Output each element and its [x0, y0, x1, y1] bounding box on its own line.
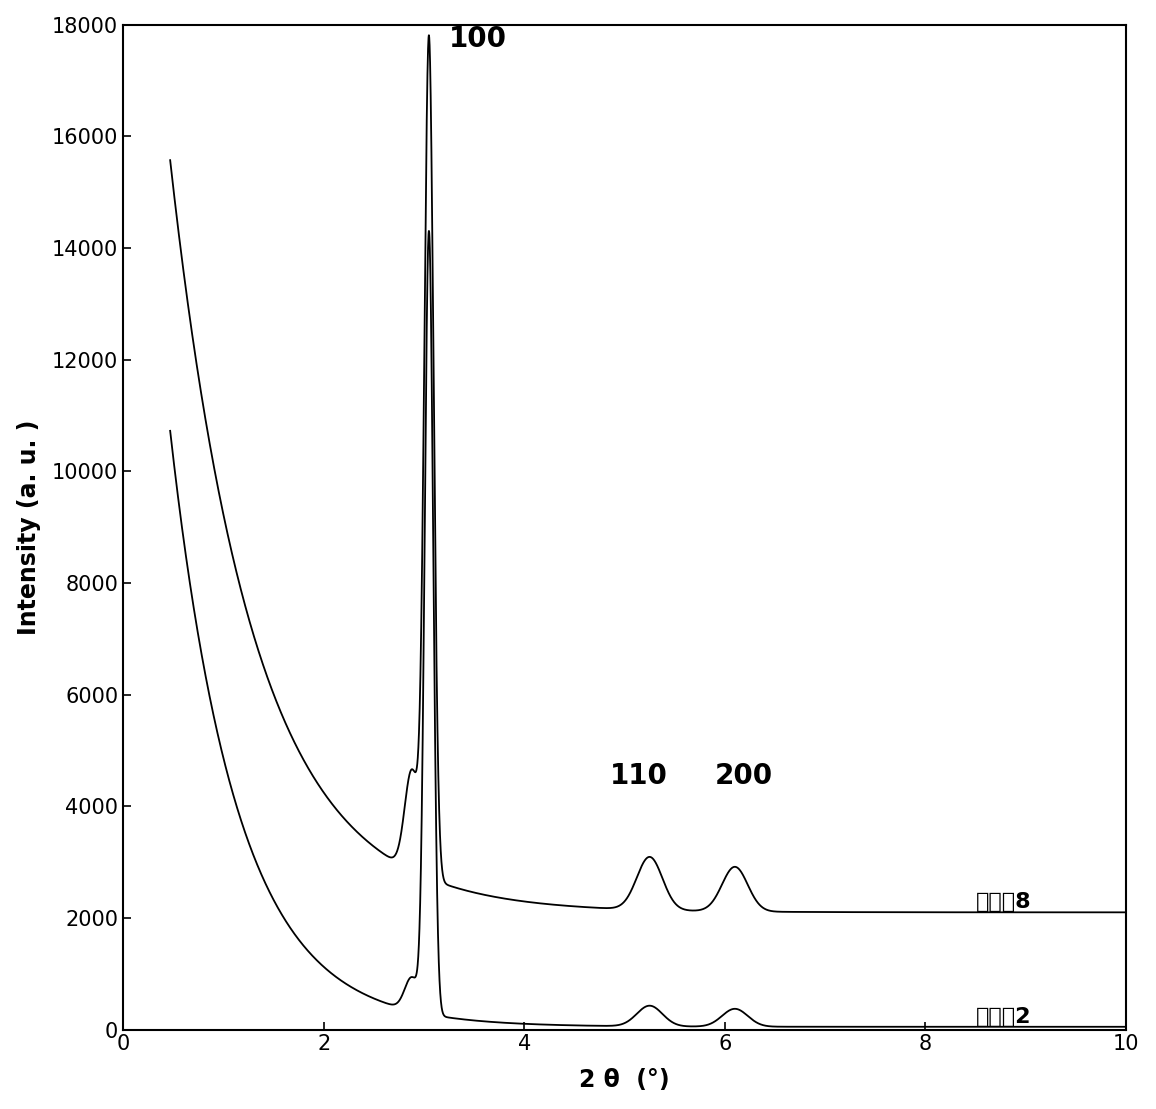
- X-axis label: 2 θ  (°): 2 θ (°): [579, 1068, 669, 1092]
- Y-axis label: Intensity (a. u. ): Intensity (a. u. ): [16, 419, 40, 634]
- Text: 实施兡8: 实施兡8: [976, 893, 1031, 913]
- Text: 200: 200: [714, 762, 773, 790]
- Text: 实施兡2: 实施兡2: [976, 1007, 1031, 1027]
- Text: 100: 100: [449, 24, 507, 52]
- Text: 110: 110: [609, 762, 667, 790]
